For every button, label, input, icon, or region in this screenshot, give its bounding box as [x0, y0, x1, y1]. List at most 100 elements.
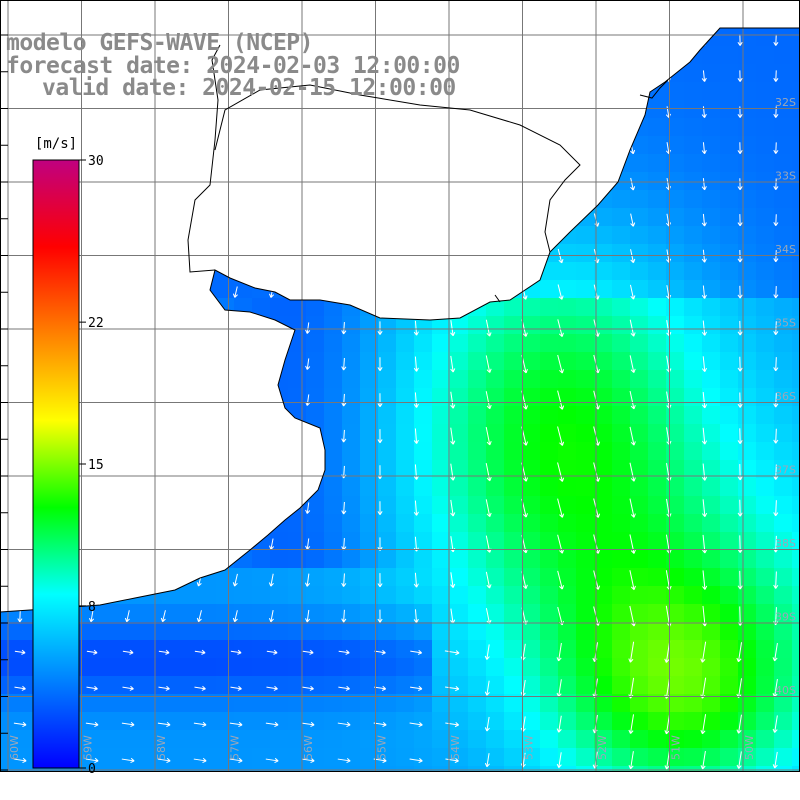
- wind-arrow: [737, 570, 743, 590]
- lon-label: 60W: [8, 735, 21, 760]
- wind-arrow: [701, 178, 707, 191]
- lon-label: 54W: [449, 735, 462, 760]
- wind-arrow: [629, 319, 636, 337]
- wind-arrow: [160, 610, 166, 623]
- wind-arrow: [773, 571, 779, 589]
- wind-arrow: [629, 498, 636, 518]
- country-border: [187, 44, 669, 303]
- wind-arrow: [773, 286, 779, 299]
- wind-arrow: [341, 357, 347, 371]
- wind-arrow: [701, 356, 708, 373]
- wind-arrow: [485, 426, 492, 446]
- lat-label: 39S: [775, 611, 796, 624]
- wind-arrow: [773, 321, 779, 336]
- wind-arrow: [450, 320, 456, 337]
- wind-arrow: [341, 573, 347, 587]
- wind-arrow: [232, 573, 238, 587]
- wind-arrow: [737, 356, 743, 372]
- wind-arrow: [557, 462, 565, 482]
- wind-arrow: [338, 649, 350, 655]
- wind-arrow: [377, 357, 383, 371]
- wind-arrow: [445, 757, 459, 764]
- wind-arrow: [700, 641, 707, 663]
- wind-arrow: [377, 429, 383, 444]
- wind-arrow: [701, 427, 708, 445]
- colorbar-tick-label: 15: [88, 458, 104, 473]
- wind-arrow: [628, 751, 634, 770]
- colorbar-tick-label: 30: [88, 154, 104, 169]
- wind-arrow: [338, 685, 350, 691]
- wind-arrow: [737, 320, 743, 336]
- wind-arrow: [410, 649, 423, 655]
- lat-label: 33S: [775, 170, 796, 183]
- wind-arrow: [305, 573, 311, 587]
- valid-date: valid date: 2024-02-15 12:00:00: [42, 75, 456, 101]
- wind-arrow: [86, 649, 98, 655]
- wind-arrow: [230, 685, 242, 691]
- wind-arrow: [737, 70, 743, 82]
- wind-arrow: [413, 609, 419, 623]
- wind-arrow: [773, 70, 779, 82]
- wind-arrow: [702, 499, 708, 517]
- wind-arrow: [701, 213, 707, 227]
- wind-arrow: [122, 685, 134, 691]
- coastline: [0, 27, 800, 613]
- wind-arrow: [413, 356, 419, 372]
- latitude-labels: 32S 33S 34S 35S 36S 37S 38S 39S 40S: [775, 96, 796, 697]
- wind-arrow: [772, 642, 778, 662]
- wind-arrow: [265, 757, 279, 764]
- wind-arrow: [737, 178, 743, 191]
- wind-arrow: [409, 721, 423, 728]
- wind-arrow: [450, 499, 456, 517]
- lat-label: 37S: [775, 464, 796, 477]
- wind-arrow: [301, 757, 315, 764]
- wind-arrow: [702, 534, 708, 554]
- wind-arrow: [772, 715, 778, 733]
- wind-arrow: [410, 685, 423, 691]
- wind-arrow: [556, 715, 562, 733]
- lat-lon-grid: [0, 0, 800, 772]
- lat-label: 36S: [775, 390, 796, 403]
- wind-arrow: [301, 721, 315, 727]
- wind-arrow: [194, 649, 206, 655]
- wind-arrow: [341, 429, 347, 443]
- wind-arrow: [337, 757, 351, 764]
- wind-arrow: [86, 685, 98, 691]
- wind-arrow: [229, 721, 243, 727]
- wind-arrow: [628, 641, 635, 663]
- lat-label: 35S: [775, 317, 796, 330]
- wind-arrow: [557, 319, 564, 337]
- wind-arrow: [629, 284, 636, 300]
- wind-arrow: [305, 358, 311, 370]
- longitude-labels: 60W 59W 58W 57W 56W 55W 54W 53W 52W 51W 50W: [8, 735, 756, 760]
- wind-arrow: [773, 178, 779, 190]
- wind-arrow: [630, 177, 636, 191]
- wind-arrow: [628, 714, 635, 734]
- wind-arrow: [485, 463, 492, 482]
- wind-arrow: [413, 392, 419, 408]
- wind-arrow: [14, 685, 26, 691]
- wind-arrow: [229, 757, 243, 764]
- wind-arrow: [445, 722, 460, 728]
- wind-arrow: [450, 572, 456, 588]
- wind-arrow: [630, 213, 636, 227]
- wind-arrow: [413, 572, 419, 588]
- wind-arrow: [773, 428, 779, 444]
- wind-arrow: [701, 391, 708, 409]
- lon-label: 56W: [302, 735, 315, 760]
- wind-arrow: [484, 644, 490, 660]
- wind-arrow: [194, 685, 206, 691]
- forecast-date: forecast date: 2024-02-03 12:00:00: [6, 53, 460, 79]
- wind-arrow: [305, 609, 311, 623]
- wind-arrow: [158, 685, 170, 691]
- lat-label: 38S: [775, 537, 796, 550]
- wind-arrow: [305, 322, 311, 334]
- wind-arrow: [484, 753, 490, 768]
- wind-arrow: [773, 357, 779, 372]
- wind-arrow: [737, 499, 743, 517]
- wind-arrow: [772, 751, 778, 769]
- wind-arrow: [485, 499, 492, 518]
- wind-arrow: [341, 609, 347, 623]
- wind-arrow: [13, 757, 27, 764]
- wind-arrow: [737, 214, 743, 227]
